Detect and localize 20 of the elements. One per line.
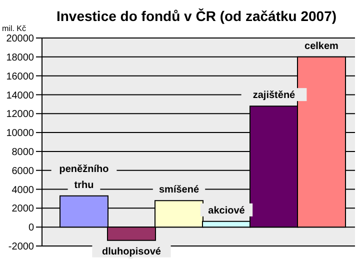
x-tick-label: peněžního trhu bbox=[59, 164, 109, 191]
x-tick-label: dluhopisové bbox=[102, 246, 162, 258]
chart-title: Investice do fondů v ČR (od začátku 2007) bbox=[55, 8, 338, 24]
y-tick-label: 16000 bbox=[6, 71, 34, 82]
x-tick-label: smíšené bbox=[158, 184, 200, 196]
y-tick-label: 8000 bbox=[12, 147, 34, 158]
x-tick-label: akciové bbox=[208, 205, 246, 216]
y-tick-label: 10000 bbox=[6, 128, 34, 140]
y-tick-label: 4000 bbox=[12, 184, 34, 196]
y-tick-label: 6000 bbox=[12, 166, 34, 177]
y-axis-title: mil. Kč bbox=[2, 24, 26, 33]
x-tick-label: zajištěné bbox=[252, 90, 296, 102]
y-tick-label: 18000 bbox=[6, 52, 34, 64]
y-tick-label: -2000 bbox=[8, 242, 34, 253]
y-tick-label: 0 bbox=[28, 222, 34, 234]
x-tick-label: celkem bbox=[304, 40, 339, 52]
y-tick-label: 20000 bbox=[6, 34, 34, 45]
y-tick-label: 2000 bbox=[12, 204, 34, 215]
y-tick-label: 12000 bbox=[6, 109, 34, 120]
y-tick-label: 14000 bbox=[6, 90, 34, 102]
